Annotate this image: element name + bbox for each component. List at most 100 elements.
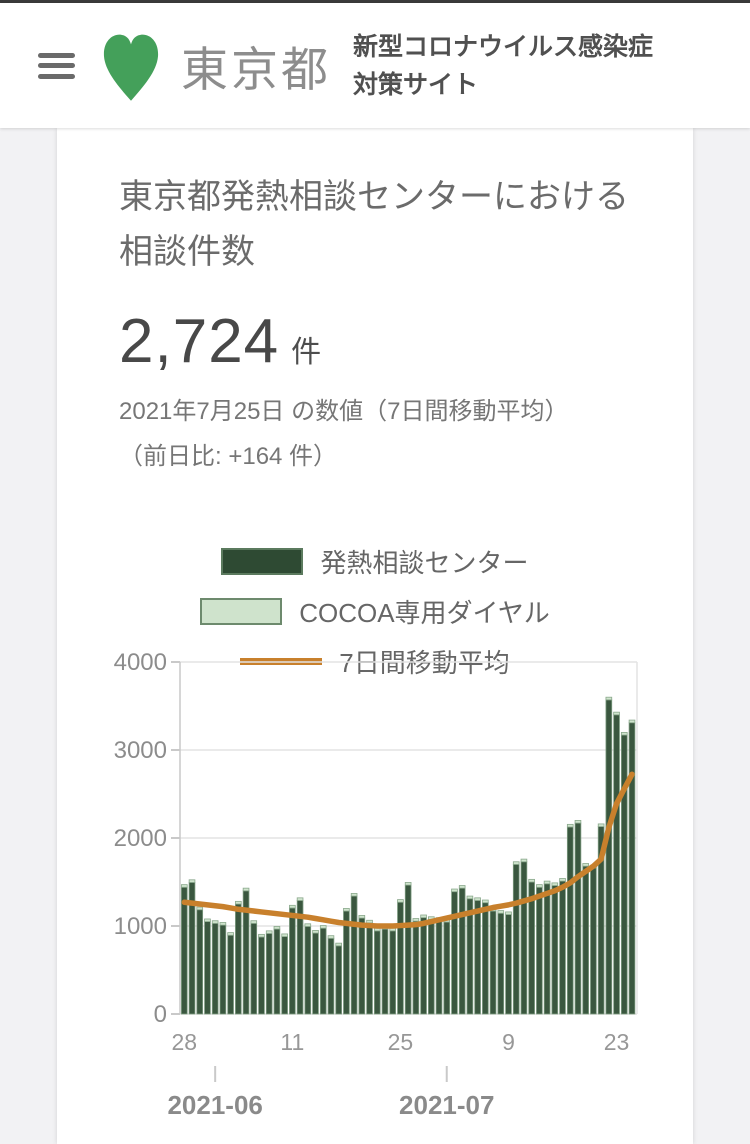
fever-center-bar[interactable] — [273, 928, 281, 1015]
cocoa-dial-bar-segment[interactable] — [528, 878, 535, 883]
fever-center-bar[interactable] — [590, 867, 597, 1015]
cocoa-dial-bar-segment[interactable] — [211, 920, 219, 924]
fever-center-bar[interactable] — [458, 887, 466, 1015]
cocoa-dial-bar-segment[interactable] — [188, 879, 196, 883]
cocoa-dial-bar-segment[interactable] — [551, 882, 559, 886]
fever-center-bar[interactable] — [181, 886, 188, 1015]
cocoa-dial-bar-segment[interactable] — [273, 926, 281, 930]
fever-center-bar[interactable] — [512, 863, 520, 1015]
fever-center-bar[interactable] — [582, 865, 589, 1015]
cocoa-dial-bar-segment[interactable] — [605, 696, 613, 701]
cocoa-dial-bar-segment[interactable] — [512, 861, 520, 865]
fever-center-bar[interactable] — [312, 932, 319, 1015]
cocoa-dial-bar-segment[interactable] — [258, 933, 265, 938]
cocoa-dial-bar-segment[interactable] — [597, 823, 605, 827]
chart-svg[interactable]: 0 1000 2000 3000 4000 28 11 25 9 23 2021-06 2021-07 — [57, 638, 693, 1144]
fever-center-bar[interactable] — [358, 917, 366, 1015]
fever-center-bar[interactable] — [289, 907, 296, 1015]
fever-center-bar[interactable] — [219, 924, 227, 1015]
fever-center-bar[interactable] — [536, 886, 543, 1015]
fever-center-bar[interactable] — [250, 922, 258, 1015]
cocoa-dial-bar-segment[interactable] — [281, 933, 288, 937]
cocoa-dial-bar-segment[interactable] — [343, 907, 350, 912]
cocoa-dial-bar-segment[interactable] — [404, 882, 412, 886]
fever-center-bar[interactable] — [420, 917, 427, 1015]
cocoa-dial-bar-segment[interactable] — [582, 863, 589, 867]
cocoa-dial-bar-segment[interactable] — [613, 711, 620, 716]
cocoa-dial-bar-segment[interactable] — [204, 918, 211, 922]
fever-center-bar[interactable] — [319, 927, 327, 1015]
cocoa-dial-bar-segment[interactable] — [474, 897, 481, 901]
fever-center-bar[interactable] — [304, 926, 312, 1015]
cocoa-dial-bar-segment[interactable] — [520, 858, 528, 863]
fever-center-bar[interactable] — [613, 714, 620, 1015]
cocoa-dial-bar-segment[interactable] — [505, 911, 512, 915]
fever-center-bar[interactable] — [482, 902, 489, 1015]
fever-center-bar[interactable] — [366, 922, 373, 1015]
site-title[interactable]: 新型コロナウイルス感染症 対策サイト — [353, 28, 673, 104]
cocoa-dial-bar-segment[interactable] — [196, 906, 204, 911]
fever-center-bar[interactable] — [605, 699, 613, 1015]
fever-center-bar[interactable] — [505, 914, 512, 1015]
cocoa-dial-bar-segment[interactable] — [420, 914, 427, 919]
fever-center-bar[interactable] — [389, 930, 397, 1015]
fever-center-bar[interactable] — [196, 909, 204, 1015]
fever-center-bar[interactable] — [412, 920, 420, 1015]
cocoa-dial-bar-segment[interactable] — [574, 819, 582, 824]
cocoa-dial-bar-segment[interactable] — [412, 918, 420, 922]
fever-center-bar[interactable] — [620, 734, 628, 1015]
cocoa-dial-bar-segment[interactable] — [289, 904, 296, 909]
cocoa-dial-bar-segment[interactable] — [350, 893, 358, 897]
fever-center-bar[interactable] — [343, 910, 350, 1015]
cocoa-dial-bar-segment[interactable] — [397, 899, 404, 903]
cocoa-dial-bar-segment[interactable] — [265, 930, 273, 934]
cocoa-dial-bar-segment[interactable] — [358, 915, 366, 919]
cocoa-dial-bar-segment[interactable] — [366, 919, 373, 924]
cocoa-dial-bar-segment[interactable] — [536, 884, 543, 888]
fever-center-bar[interactable] — [258, 936, 265, 1015]
fever-center-bar[interactable] — [435, 919, 443, 1015]
cocoa-dial-bar-segment[interactable] — [327, 935, 335, 939]
fever-center-bar[interactable] — [235, 903, 242, 1015]
cocoa-dial-bar-segment[interactable] — [566, 823, 574, 828]
cocoa-dial-bar-segment[interactable] — [227, 932, 234, 936]
fever-center-bar[interactable] — [211, 922, 219, 1015]
fever-center-bar[interactable] — [373, 930, 381, 1015]
fever-center-bar[interactable] — [451, 891, 458, 1015]
cocoa-dial-bar-segment[interactable] — [296, 897, 304, 901]
fever-center-bar[interactable] — [227, 934, 234, 1015]
fever-center-bar[interactable] — [265, 933, 273, 1015]
fever-center-bar[interactable] — [566, 826, 574, 1015]
fever-center-bar[interactable] — [551, 885, 559, 1015]
cocoa-dial-bar-segment[interactable] — [466, 895, 474, 900]
cocoa-dial-bar-segment[interactable] — [543, 880, 551, 885]
fever-center-bar[interactable] — [327, 937, 335, 1015]
cocoa-dial-bar-segment[interactable] — [451, 888, 458, 893]
fever-center-bar[interactable] — [520, 861, 528, 1015]
fever-center-bar[interactable] — [204, 921, 211, 1015]
cocoa-dial-bar-segment[interactable] — [628, 719, 636, 724]
cocoa-dial-bar-segment[interactable] — [482, 899, 489, 904]
cocoa-dial-bar-segment[interactable] — [219, 922, 227, 926]
fever-center-bar[interactable] — [474, 900, 481, 1015]
menu-button[interactable] — [38, 52, 75, 79]
fever-center-bar[interactable] — [443, 921, 451, 1015]
cocoa-dial-bar-segment[interactable] — [312, 929, 319, 934]
cocoa-dial-bar-segment[interactable] — [319, 925, 327, 929]
fever-center-bar[interactable] — [381, 928, 389, 1015]
fever-center-bar[interactable] — [281, 936, 288, 1015]
fever-center-bar[interactable] — [350, 895, 358, 1015]
fever-center-bar[interactable] — [628, 722, 636, 1015]
fever-center-bar[interactable] — [497, 912, 505, 1015]
cocoa-dial-bar-segment[interactable] — [304, 923, 312, 927]
cocoa-dial-bar-segment[interactable] — [235, 900, 242, 905]
cocoa-dial-bar-segment[interactable] — [559, 878, 566, 882]
fever-center-bar[interactable] — [574, 822, 582, 1015]
fever-center-bar[interactable] — [428, 918, 435, 1015]
cocoa-dial-bar-segment[interactable] — [181, 884, 188, 888]
cocoa-dial-bar-segment[interactable] — [250, 920, 258, 924]
cocoa-dial-bar-segment[interactable] — [497, 910, 505, 914]
cocoa-dial-bar-segment[interactable] — [242, 887, 250, 892]
fever-center-bar[interactable] — [559, 880, 566, 1015]
fever-center-bar[interactable] — [404, 884, 412, 1015]
